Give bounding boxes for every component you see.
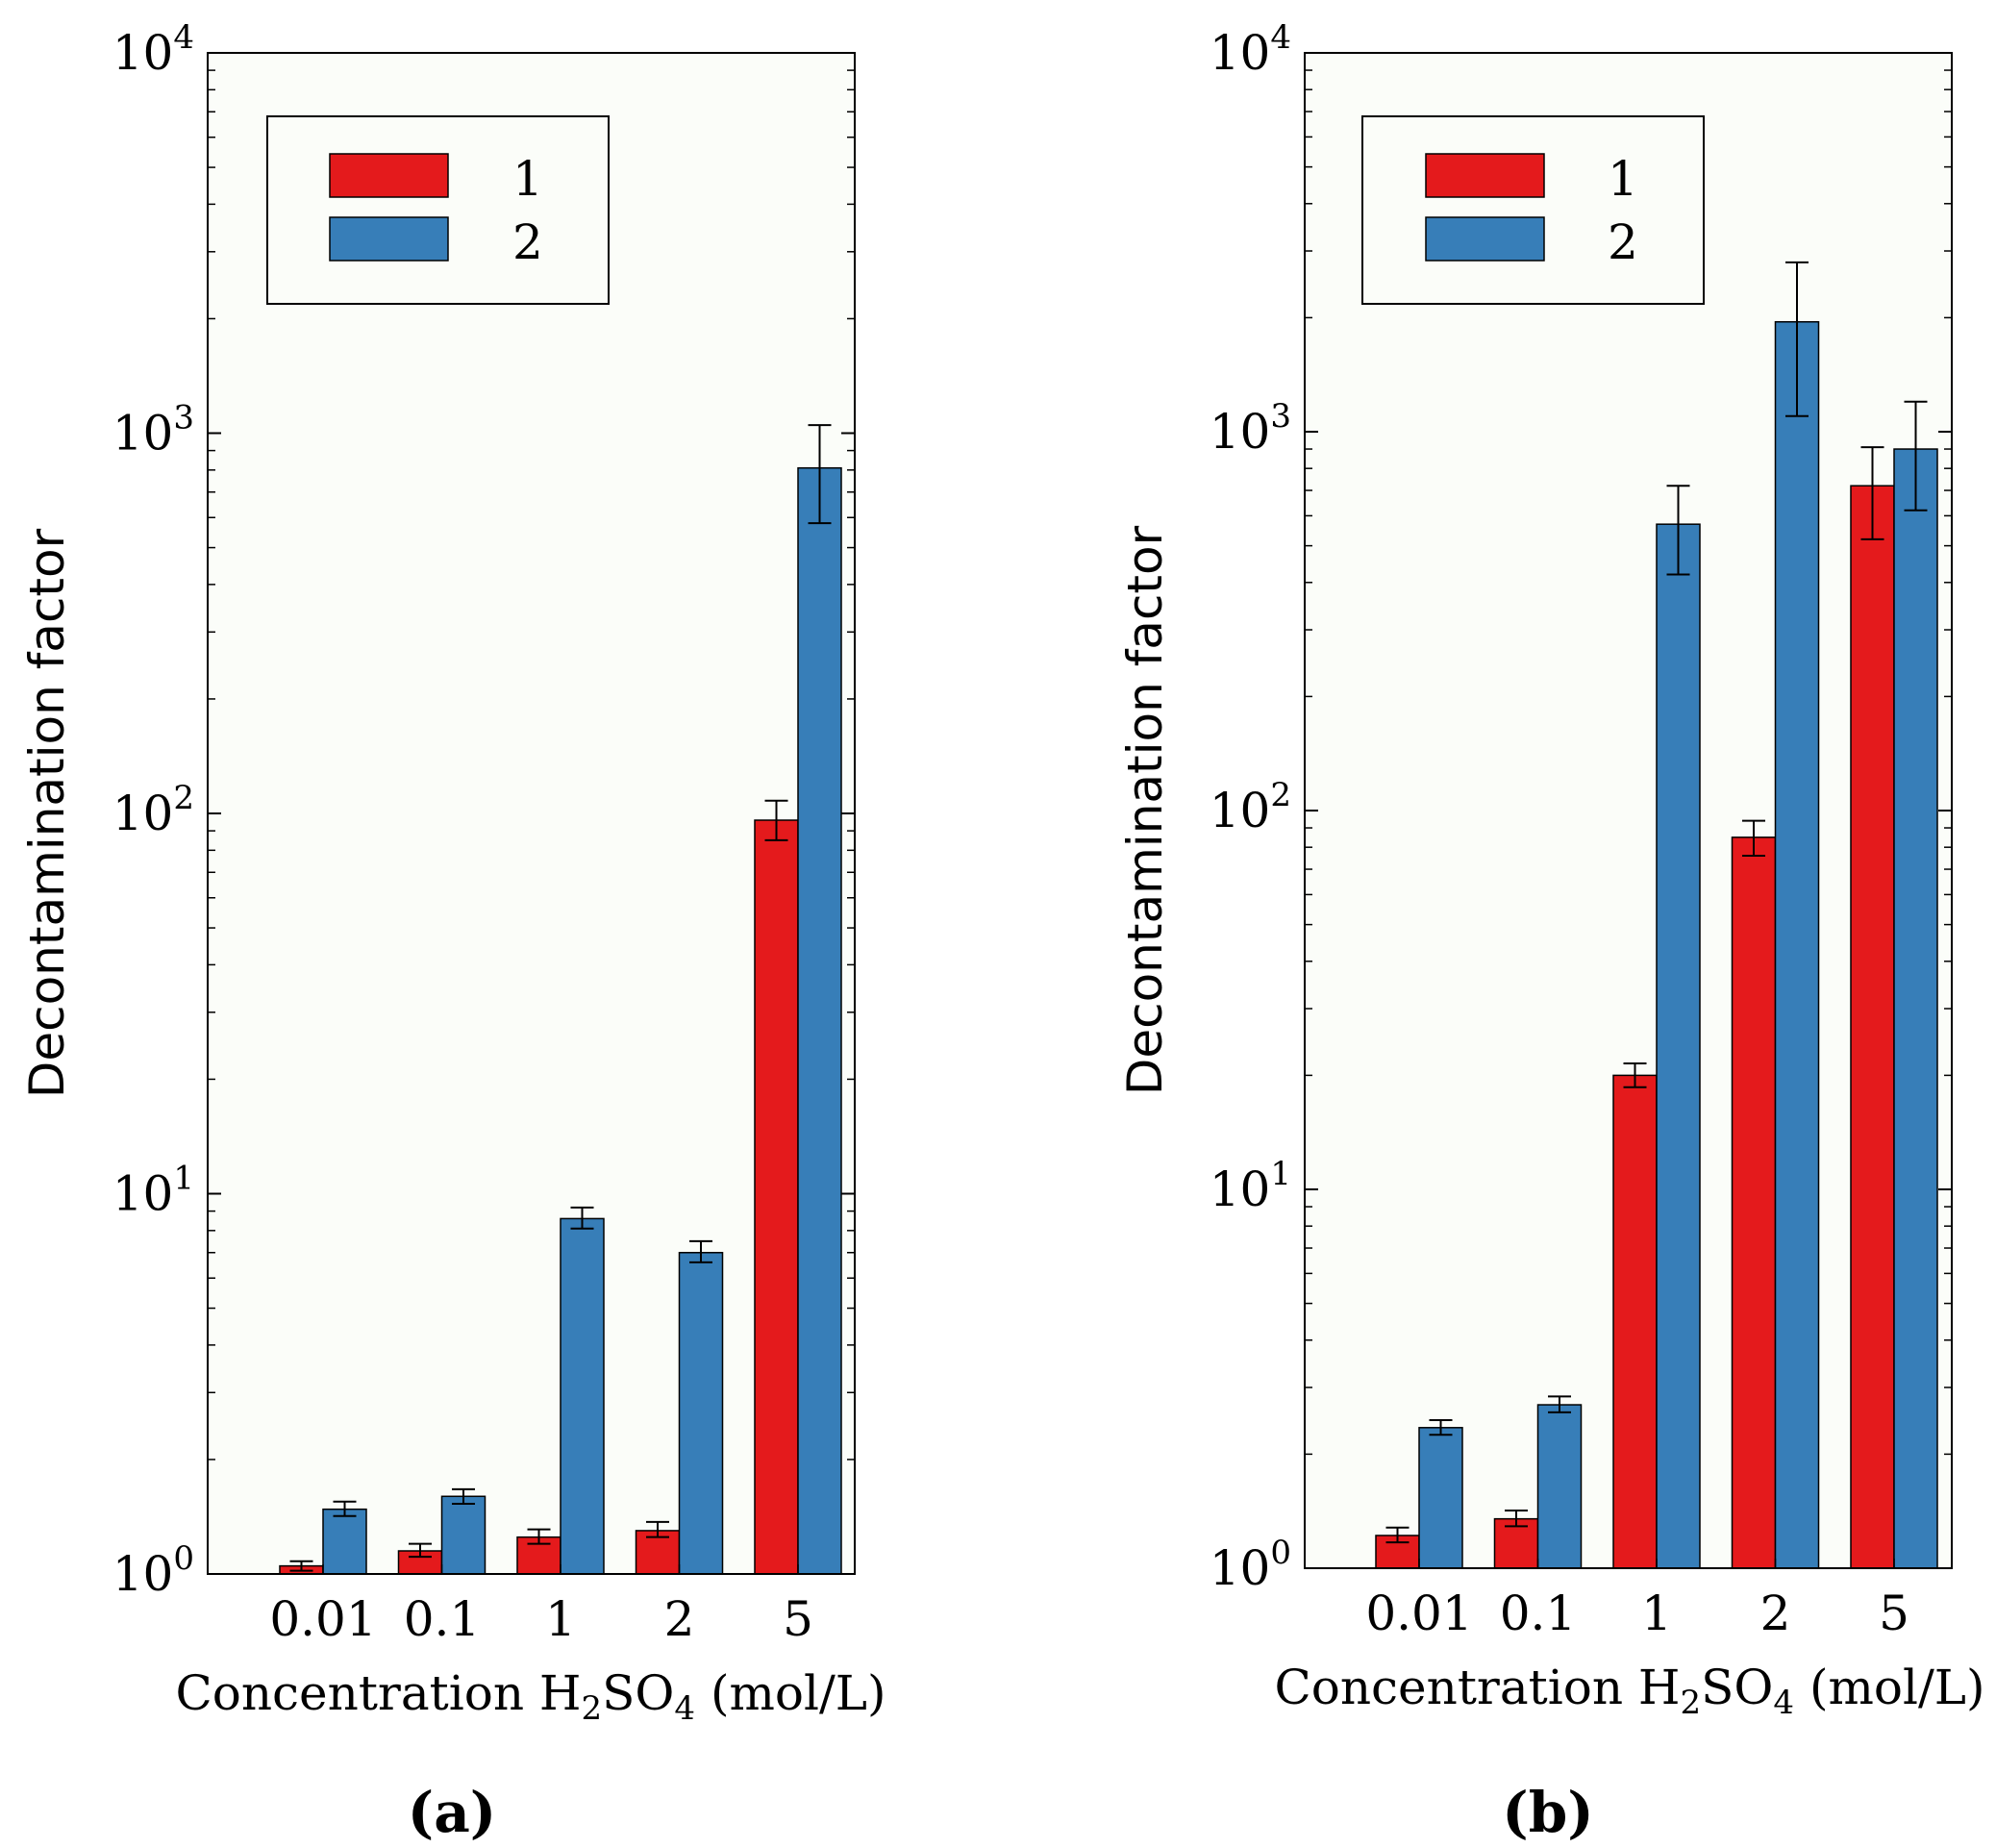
plot-frame-a (207, 52, 856, 1575)
bars-a (279, 424, 842, 1575)
x-tick-label: 5 (783, 1591, 813, 1647)
x-tick-label: 0.01 (269, 1591, 376, 1647)
y-tick-label: 100 (1210, 1534, 1291, 1596)
bar-series-2-5 (1893, 448, 1938, 1569)
bar-series-2-1 (560, 1217, 605, 1575)
x-tick-label: 2 (1760, 1586, 1791, 1641)
x-tick-label: 1 (1641, 1586, 1672, 1641)
x-tick-label: 5 (1879, 1586, 1909, 1641)
y-tick-label: 104 (112, 18, 194, 81)
y-axis-title-a: Decontamination factor (19, 528, 75, 1098)
legend-box (266, 115, 610, 305)
plot-frame-b (1304, 52, 1953, 1569)
bar-series-2-0.1 (1536, 1404, 1583, 1569)
y-tick-label: 103 (112, 399, 194, 462)
plot-area-a (208, 53, 855, 1574)
legend-label-series-2: 2 (512, 214, 543, 270)
legend-swatch-series-1 (1425, 153, 1545, 198)
bar-series-2-2 (678, 1252, 724, 1575)
chart-panel-b: 100 101 102 103 104 0.01 0.1 1 2 5 1 2 Concentra… (1117, 18, 1985, 1845)
y-tick-label: 104 (1210, 18, 1291, 81)
x-tick-label: 1 (545, 1591, 576, 1647)
bar-series-1-5 (1850, 485, 1895, 1569)
y-tick-label: 102 (112, 779, 194, 841)
legend-swatch-series-1 (329, 153, 449, 198)
y-tick-label: 102 (1210, 776, 1291, 838)
x-tick-label: 0.1 (1500, 1586, 1577, 1641)
bar-series-1-5 (754, 819, 799, 1575)
legend-a: 1 2 (266, 115, 610, 305)
y-tick-label: 100 (112, 1539, 194, 1602)
y-axis-title-b: Decontamination factor (1117, 525, 1173, 1095)
y-axis-ticks-a: 100 101 102 103 104 (112, 18, 855, 1602)
bar-series-2-2 (1774, 320, 1820, 1569)
bar-series-2-0.01 (322, 1508, 367, 1575)
legend-box (1361, 115, 1705, 305)
bar-series-1-1 (1612, 1074, 1658, 1569)
legend-label-series-1: 1 (512, 151, 543, 207)
bar-series-2-5 (797, 466, 842, 1575)
bar-series-2-0.01 (1418, 1427, 1463, 1569)
y-axis-ticks-b: 100 101 102 103 104 (1210, 18, 1952, 1596)
x-axis-ticks-b: 0.01 0.1 1 2 5 (1365, 1559, 1909, 1641)
legend-label-series-1: 1 (1608, 151, 1638, 207)
legend-b: 1 2 (1361, 115, 1705, 305)
bar-series-1-2 (1731, 837, 1777, 1569)
x-tick-label: 0.01 (1365, 1586, 1472, 1641)
legend-label-series-2: 2 (1608, 214, 1638, 270)
legend-swatch-series-2 (1425, 216, 1545, 262)
panel-label-b: (b) (1502, 1780, 1593, 1845)
bar-series-1-0.1 (1493, 1517, 1539, 1569)
bar-series-2-0.1 (440, 1495, 487, 1575)
bars-b (1375, 261, 1938, 1569)
y-tick-label: 103 (1210, 397, 1291, 460)
x-tick-label: 2 (664, 1591, 695, 1647)
bar-series-2-1 (1656, 523, 1701, 1569)
x-axis-ticks-a: 0.01 0.1 1 2 5 (269, 1564, 813, 1647)
x-axis-title-b: Concentration H2SO4 (mol/L) (1274, 1660, 1984, 1722)
y-tick-label: 101 (1210, 1155, 1291, 1217)
legend-swatch-series-2 (329, 216, 449, 262)
x-tick-label: 0.1 (404, 1591, 481, 1647)
x-axis-title-a: Concentration H2SO4 (mol/L) (175, 1665, 886, 1728)
y-tick-label: 101 (112, 1160, 194, 1222)
chart-panel-a: 100 101 102 103 104 0.01 0.1 1 2 5 1 2 Concentra… (19, 18, 886, 1845)
panel-label-a: (a) (408, 1780, 497, 1845)
